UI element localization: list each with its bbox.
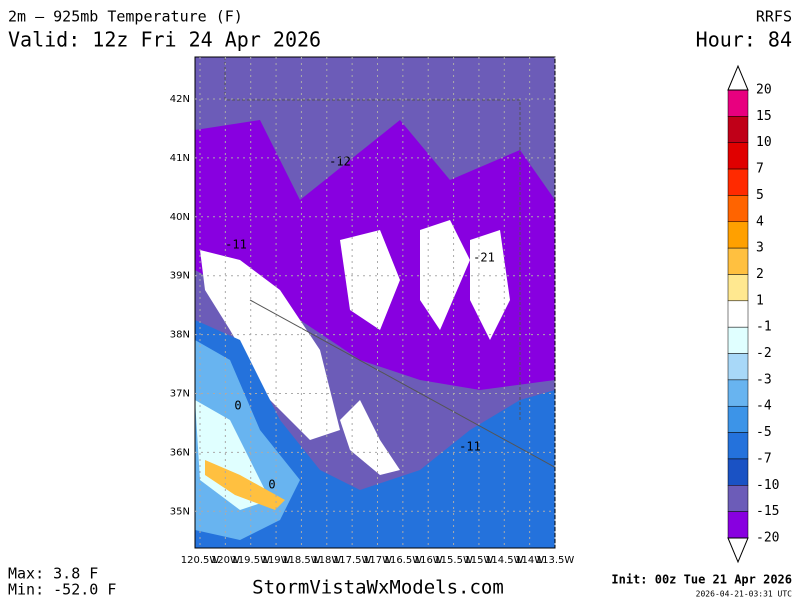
contour-label: 0 [234,399,241,413]
colorbar-bin [727,221,749,249]
lon-label: 116.5W [384,555,423,566]
lat-label: 41N [170,153,190,164]
lon-label: 119W [262,555,291,566]
contour-label: -21 [473,251,495,265]
lat-labels: 42N 41N 40N 39N 38N 37N 36N 35N [170,94,555,517]
colorbar-label: -2 [756,346,772,361]
colorbar-arrow [727,537,749,564]
lat-label: 40N [170,212,190,223]
lon-label: 115.5W [434,555,473,566]
colorbar-label: -3 [756,372,772,387]
lon-label: 118W [312,555,341,566]
lon-labels: 120.5W120W119.5W119W118.5W118W117.5W117W… [181,57,575,566]
contour-label: -11 [225,238,247,252]
colorbar-label: -20 [756,531,779,546]
colorbar-label: -10 [756,478,779,493]
lon-label: 120W [211,555,240,566]
lon-label: 117.5W [333,555,372,566]
lon-label: 115W [464,555,493,566]
lat-label: 39N [170,271,190,282]
colorbar-bin [727,168,749,196]
colorbar-bin [727,485,749,512]
map [194,56,556,549]
lon-label: 114.5W [485,555,524,566]
colorbar-label: 7 [756,162,764,177]
colorbar-bin [727,458,749,486]
init-time: Init: 00z Tue 21 Apr 2026 [611,573,792,587]
lon-label: 117W [363,555,392,566]
lat-label: 36N [170,447,190,458]
colorbar-label: -1 [756,320,772,335]
colorbar-label: -7 [756,451,772,466]
min-value: Min: -52.0 F [8,581,116,599]
timestamp: 2026-04-21-03:31 UTC [696,590,793,599]
lat-label: 42N [170,94,190,105]
colorbar-bin [727,432,749,460]
site-name: StormVistaWxModels.com [252,577,504,599]
colorbar-bin [727,405,749,433]
colorbar-bin [727,353,749,381]
max-value: Max: 3.8 F [8,565,98,583]
colorbar-label: 20 [756,83,772,98]
lat-label: 35N [170,506,190,517]
colorbar-arrow [727,64,749,91]
lat-label: 37N [170,389,190,400]
model-name: RRFS [756,8,792,26]
colorbar: 20 15 10 7 5 4 3 2 1 -1 -2 -3 -4 -5 -7 -10 -15 -20 [727,64,779,564]
colorbar-bin [727,326,749,354]
colorbar-label: 10 [756,135,772,150]
contour-label: -12 [329,155,351,169]
colorbar-label: -15 [756,504,779,519]
colorbar-label: -5 [756,425,772,440]
colorbar-label: 4 [756,214,764,229]
lat-label: 38N [170,330,190,341]
lon-label: 116W [414,555,443,566]
colorbar-bin [727,247,749,275]
colorbar-bin [727,274,749,302]
lon-label: 119.5W [231,555,270,566]
colorbar-label: 15 [756,109,772,124]
lon-label: 118.5W [282,555,321,566]
contour-label: -11 [459,440,481,454]
colorbar-bin [727,89,749,117]
colorbar-bin [727,142,749,170]
colorbar-label: 5 [756,188,764,203]
lon-label: 114W [515,555,544,566]
contour-label: 0 [268,478,275,492]
colorbar-bin [727,511,749,539]
colorbar-bin [727,300,749,328]
lon-label: 113.5W [536,555,575,566]
colorbar-label: 2 [756,267,764,282]
colorbar-label: 1 [756,293,764,308]
colorbar-label: 3 [756,241,764,256]
title: 2m – 925mb Temperature (F) [8,8,243,26]
colorbar-label: -4 [756,399,772,414]
colorbar-bin [727,195,749,223]
colorbar-bin [727,116,749,143]
forecast-hour: Hour: 84 [696,28,792,52]
colorbar-bin [727,379,749,407]
lon-label: 120.5W [181,555,220,566]
valid-time: Valid: 12z Fri 24 Apr 2026 [8,28,321,52]
